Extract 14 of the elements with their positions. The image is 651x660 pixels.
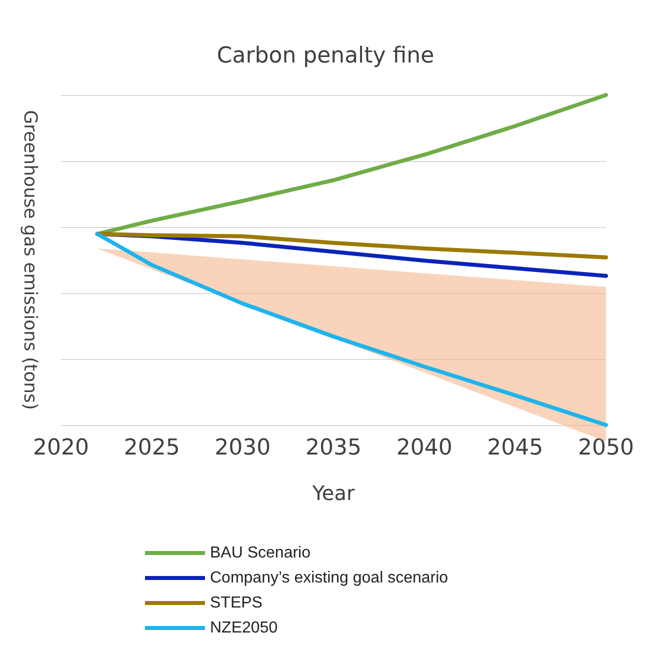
- x-tick-label: 2020: [33, 436, 89, 460]
- x-tick-label: 2025: [124, 436, 180, 460]
- x-tick-label: 2050: [578, 436, 634, 460]
- legend-label: STEPS: [210, 594, 262, 612]
- x-tick-label: 2045: [487, 436, 544, 460]
- x-tick-label: 2030: [214, 436, 271, 460]
- legend-label: Company’s existing goal scenario: [210, 570, 448, 586]
- x-tick-label: 2035: [306, 436, 362, 460]
- legend-label: BAU Scenario: [210, 544, 311, 562]
- chart-title: Carbon penalty fine: [216, 44, 434, 68]
- x-axis-title: Year: [311, 481, 356, 505]
- x-tick-label: 2040: [396, 436, 452, 460]
- y-axis-title: Greenhouse gas emissions (tons): [20, 110, 40, 410]
- legend-label: NZE2050: [210, 620, 278, 636]
